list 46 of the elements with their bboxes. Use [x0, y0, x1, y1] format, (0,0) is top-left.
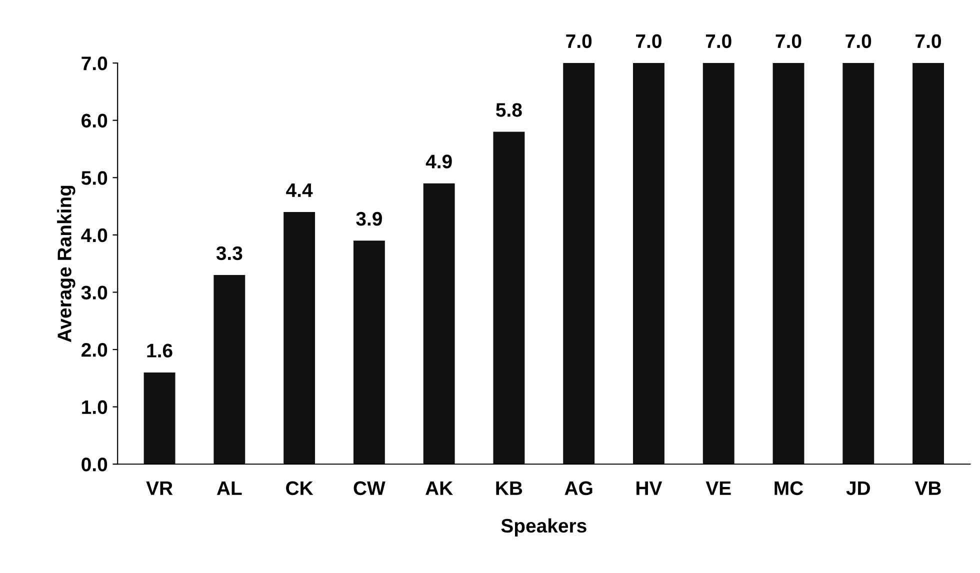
data-label: 7.0 — [846, 34, 872, 48]
bar — [633, 63, 664, 464]
x-tick-label: VB — [914, 482, 941, 495]
data-label: 7.0 — [706, 34, 732, 48]
data-label: 1.6 — [147, 344, 172, 358]
bar — [214, 275, 246, 464]
y-axis-title: Average Ranking — [57, 186, 76, 342]
bar — [353, 240, 385, 464]
x-tick-label: KB — [496, 482, 522, 495]
bar — [493, 132, 525, 464]
x-tick-label: JD — [846, 482, 870, 496]
y-tick-label: 0.0 — [82, 458, 108, 472]
y-tick-label: 7.0 — [82, 56, 108, 70]
bar — [702, 63, 734, 464]
x-axis-title: Speakers — [501, 518, 586, 536]
x-tick-label: CW — [354, 481, 386, 496]
x-tick-label: VR — [146, 482, 173, 495]
bar — [772, 63, 804, 464]
data-label: 3.3 — [216, 246, 242, 260]
bar — [144, 372, 176, 464]
bar — [842, 63, 874, 464]
y-tick-label: 4.0 — [81, 228, 108, 242]
x-tick-label: CK — [286, 481, 314, 496]
bar — [912, 63, 944, 464]
data-label: 7.0 — [776, 34, 802, 48]
data-label: 4.4 — [286, 183, 313, 197]
y-tick-label: 5.0 — [81, 171, 108, 185]
x-tick-label: HV — [636, 482, 662, 495]
bar — [423, 183, 455, 464]
x-tick-label: VE — [706, 482, 731, 495]
x-tick-label: MC — [774, 481, 804, 496]
bar — [284, 212, 316, 464]
y-tick-label: 3.0 — [81, 286, 108, 300]
data-label: 7.0 — [916, 34, 941, 48]
data-label: 3.9 — [356, 212, 382, 226]
data-label: 7.0 — [566, 34, 592, 48]
x-tick-label: AK — [426, 482, 453, 495]
x-tick-label: AL — [216, 482, 242, 495]
y-tick-label: 2.0 — [82, 343, 108, 357]
data-label: 5.8 — [496, 103, 522, 117]
y-tick-label: 1.0 — [82, 400, 108, 414]
x-tick-label: AG — [564, 481, 592, 496]
bar — [563, 63, 595, 464]
data-label: 4.9 — [426, 154, 452, 168]
y-tick-label: 6.0 — [82, 114, 108, 128]
data-label: 7.0 — [636, 34, 662, 48]
